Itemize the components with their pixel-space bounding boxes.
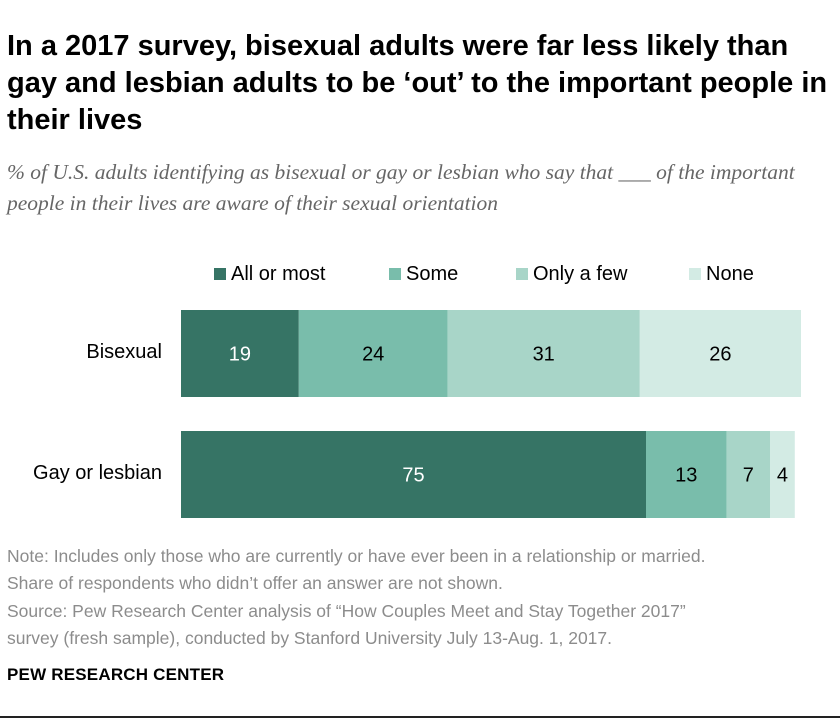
- stacked-bar-chart: 19 24 31 26 75 13 7 4: [181, 310, 801, 518]
- bar-label-bisexual-only-a-few: 31: [533, 344, 555, 366]
- legend-swatch-some: [389, 268, 401, 280]
- row-label-gay-or-lesbian: Gay or lesbian: [33, 462, 162, 484]
- legend-item-all-or-most: All or most: [214, 259, 325, 289]
- bar-gay-or-lesbian-some: [646, 431, 727, 518]
- note-line-2: Share of respondents who didn’t offer an…: [7, 572, 503, 593]
- legend-label-only-a-few: Only a few: [533, 262, 628, 285]
- chart-title: In a 2017 survey, bisexual adults were f…: [7, 30, 828, 136]
- bar-bisexual-some: [298, 310, 448, 397]
- legend-swatch-only-a-few: [516, 268, 528, 280]
- chart-subtitle: % of U.S. adults identifying as bisexual…: [7, 160, 795, 215]
- chart-legend: All or most Some Only a few None: [0, 259, 840, 289]
- source-line-1: Source: Pew Research Center analysis of …: [7, 601, 686, 621]
- legend-label-all-or-most: All or most: [231, 262, 326, 285]
- legend-label-none: None: [706, 262, 754, 285]
- bar-gay-or-lesbian-only-a-few: [726, 431, 770, 518]
- bar-label-gay-or-lesbian-only-a-few: 7: [743, 465, 754, 487]
- bar-label-bisexual-some: 24: [362, 344, 384, 366]
- legend-item-only-a-few: Only a few: [516, 259, 627, 289]
- bar-label-gay-or-lesbian-none: 4: [777, 465, 788, 487]
- bar-gay-or-lesbian-none: [770, 431, 795, 518]
- legend-swatch-none: [689, 268, 701, 280]
- bar-gay-or-lesbian-all-or-most: [181, 431, 646, 518]
- legend-item-none: None: [689, 259, 754, 289]
- bar-bisexual-all-or-most: [181, 310, 299, 397]
- chart-source: Source: Pew Research Center analysis of …: [7, 598, 833, 651]
- bar-label-bisexual-all-or-most: 19: [229, 344, 251, 366]
- row-label-bisexual: Bisexual: [86, 341, 162, 363]
- bar-bisexual-only-a-few: [447, 310, 640, 397]
- bar-label-gay-or-lesbian-all-or-most: 75: [402, 465, 424, 487]
- bar-label-gay-or-lesbian-some: 13: [675, 465, 697, 487]
- note-line-1: Note: Includes only those who are curren…: [7, 546, 706, 566]
- bottom-divider: [0, 716, 840, 718]
- legend-item-some: Some: [389, 259, 458, 289]
- pew-research-center-logo: PEW RESEARCH CENTER: [7, 665, 225, 684]
- bar-label-bisexual-none: 26: [709, 344, 731, 366]
- source-line-2: survey (fresh sample), conducted by Stan…: [7, 627, 613, 648]
- bar-bisexual-none: [639, 310, 801, 397]
- legend-label-some: Some: [406, 262, 459, 285]
- chart-notes: Note: Includes only those who are curren…: [7, 543, 833, 596]
- legend-swatch-all-or-most: [214, 268, 226, 280]
